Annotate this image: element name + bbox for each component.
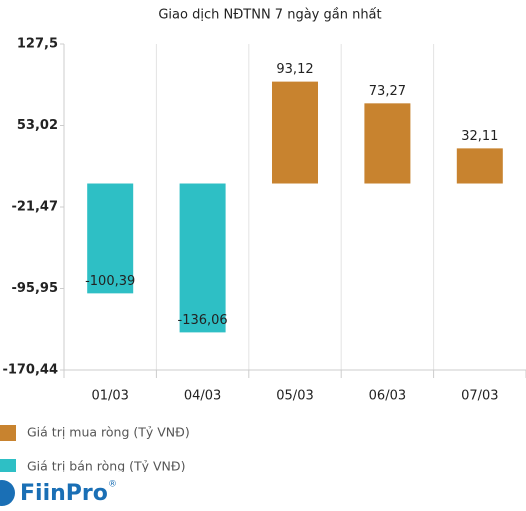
logo-icon	[0, 480, 15, 506]
brand-logo: FiinPro ®	[0, 480, 117, 506]
y-tick-label: -21,47	[11, 200, 58, 215]
legend-swatch	[0, 459, 16, 472]
data-label: 73,27	[369, 84, 406, 99]
data-label: 93,12	[276, 62, 313, 77]
bar	[364, 103, 411, 184]
y-tick-label: -95,95	[11, 281, 58, 296]
data-label: -136,06	[178, 313, 228, 328]
brand-mark: ®	[108, 480, 117, 490]
legend-swatch	[0, 425, 16, 441]
x-tick-label: 04/03	[184, 389, 221, 404]
legend: Giá trị mua ròng (Tỷ VNĐ) Giá trị bán ròn…	[0, 425, 190, 474]
bar	[87, 183, 134, 294]
brand-text: FiinPro	[20, 481, 108, 506]
legend-label: Giá trị bán ròng (Tỷ VNĐ)	[27, 459, 185, 474]
data-label: 32,11	[461, 129, 498, 144]
data-label: -100,39	[85, 274, 135, 289]
y-tick-label: 127,5	[17, 37, 58, 52]
x-tick-label: 07/03	[461, 389, 498, 404]
legend-label: Giá trị mua ròng (Tỷ VNĐ)	[27, 425, 190, 440]
bar	[272, 81, 318, 184]
y-tick-label: 53,02	[17, 118, 58, 133]
y-tick-label: -170,44	[2, 363, 58, 378]
chart-title: Giao dịch NĐTNN 7 ngày gần nhất	[158, 8, 381, 23]
x-tick-label: 01/03	[91, 389, 128, 404]
x-tick-label: 06/03	[369, 389, 406, 404]
bar	[456, 148, 503, 184]
bar	[179, 183, 226, 333]
x-tick-label: 05/03	[276, 389, 313, 404]
